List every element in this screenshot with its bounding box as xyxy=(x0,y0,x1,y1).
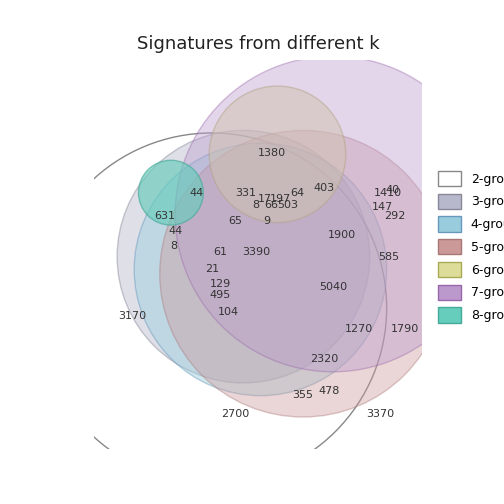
Text: 44: 44 xyxy=(168,226,182,236)
Text: 65: 65 xyxy=(228,216,242,226)
Text: 21: 21 xyxy=(205,265,219,275)
Text: 585: 585 xyxy=(378,251,399,262)
Text: 1270: 1270 xyxy=(344,324,372,334)
Circle shape xyxy=(175,56,491,372)
Circle shape xyxy=(139,160,203,225)
Text: 1790: 1790 xyxy=(391,324,419,334)
Title: Signatures from different k: Signatures from different k xyxy=(137,35,380,53)
Text: 147: 147 xyxy=(372,202,393,212)
Circle shape xyxy=(209,86,346,223)
Text: 3170: 3170 xyxy=(118,311,147,322)
Text: 478: 478 xyxy=(318,387,339,397)
Text: 66: 66 xyxy=(265,201,279,211)
Text: 503: 503 xyxy=(277,201,298,211)
Text: 631: 631 xyxy=(154,211,175,221)
Circle shape xyxy=(134,143,387,396)
Text: 2700: 2700 xyxy=(221,409,249,419)
Text: 9: 9 xyxy=(263,216,270,226)
Text: 17: 17 xyxy=(258,194,272,204)
Text: 1410: 1410 xyxy=(374,187,402,198)
Circle shape xyxy=(160,131,447,417)
Text: 495: 495 xyxy=(210,290,231,300)
Text: 129: 129 xyxy=(210,279,231,289)
Text: 3390: 3390 xyxy=(242,247,270,258)
Text: 104: 104 xyxy=(218,307,239,317)
Text: 1380: 1380 xyxy=(258,148,286,158)
Text: 2320: 2320 xyxy=(310,354,339,364)
Text: 61: 61 xyxy=(213,247,227,258)
Text: 8: 8 xyxy=(253,201,260,211)
Text: 1900: 1900 xyxy=(328,230,355,240)
Text: 3370: 3370 xyxy=(366,409,394,419)
Text: 44: 44 xyxy=(190,187,204,198)
Text: 292: 292 xyxy=(384,211,405,221)
Text: 197: 197 xyxy=(270,194,291,204)
Text: 5040: 5040 xyxy=(319,282,347,291)
Text: 40: 40 xyxy=(386,185,400,195)
Text: 403: 403 xyxy=(314,183,335,194)
Text: 64: 64 xyxy=(290,187,304,198)
Text: 8: 8 xyxy=(170,241,177,251)
Legend: 2-group, 3-group, 4-group, 5-group, 6-group, 7-group, 8-group: 2-group, 3-group, 4-group, 5-group, 6-gr… xyxy=(432,165,504,329)
Text: 355: 355 xyxy=(293,390,313,400)
Circle shape xyxy=(117,131,369,383)
Text: 331: 331 xyxy=(235,187,257,198)
